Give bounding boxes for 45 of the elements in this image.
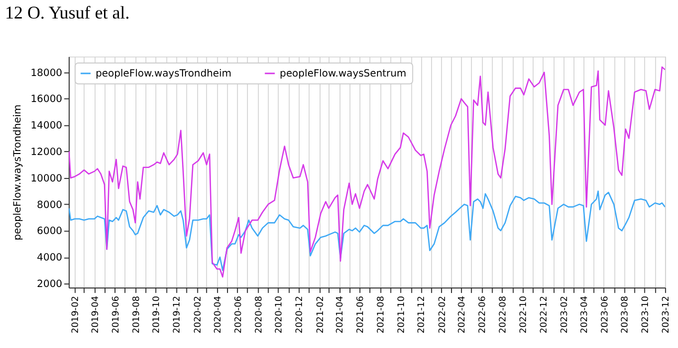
text: 12 O. Yusuf et al. bbox=[4, 2, 130, 23]
x-tick-label: 2021-08 bbox=[376, 296, 386, 334]
x-tick-label: 2023-02 bbox=[560, 296, 570, 334]
x-tick-label: 2021-04 bbox=[336, 296, 346, 334]
x-tick-label: 2022-12 bbox=[539, 296, 550, 334]
y-tick-label: 2000 bbox=[36, 278, 62, 290]
x-tick-label: 2023-06 bbox=[600, 296, 610, 334]
x-tick-label: 2019-02 bbox=[71, 296, 82, 334]
x-tick-label: 2021-10 bbox=[396, 296, 407, 334]
x-tick-label: 2022-10 bbox=[518, 296, 529, 334]
x-tick-label: 2019-08 bbox=[132, 296, 142, 334]
x-tick-label: 2019-06 bbox=[111, 296, 122, 334]
y-tick-label: 16000 bbox=[30, 94, 62, 106]
y-axis-title: peopleFlow.waysTrondheim bbox=[12, 104, 24, 240]
x-tick-label: 2023-04 bbox=[580, 296, 590, 334]
legend-label: peopleFlow.waysSentrum bbox=[280, 68, 406, 80]
x-tick-label: 2022-02 bbox=[438, 296, 448, 334]
x-tick-label: 2023-08 bbox=[620, 296, 631, 334]
x-tick-label: 2020-04 bbox=[213, 296, 224, 334]
y-tick-label: 6000 bbox=[36, 226, 62, 238]
y-tick-label: 4000 bbox=[36, 252, 62, 264]
line-series bbox=[68, 66, 666, 278]
x-tick-label: 2022-04 bbox=[458, 296, 468, 334]
y-tick-label: 12000 bbox=[30, 147, 62, 158]
x-tick-label: 2022-08 bbox=[498, 296, 509, 334]
x-tick-label: 2020-02 bbox=[193, 296, 204, 334]
x-tick-label: 2020-10 bbox=[274, 296, 285, 334]
x-tick-label: 2020-08 bbox=[254, 296, 264, 334]
y-tick-label: 18000 bbox=[30, 68, 62, 79]
x-tick-label: 2019-04 bbox=[90, 296, 101, 334]
x-tick-label: 2023-10 bbox=[641, 296, 652, 334]
x-tick-label: 2021-02 bbox=[316, 296, 326, 334]
x-tick-label: 2019-10 bbox=[152, 296, 162, 334]
x-tick-label: 2021-06 bbox=[356, 296, 366, 334]
y-tick-label: 8000 bbox=[36, 200, 62, 211]
x-tick-label: 2019-12 bbox=[172, 296, 183, 334]
x-tick-label: 2023-12 bbox=[662, 296, 672, 334]
x-tick-label: 2020-12 bbox=[295, 296, 306, 334]
legend-label: peopleFlow.waysTrondheim bbox=[96, 68, 232, 80]
x-tick-label: 2021-12 bbox=[417, 296, 428, 334]
x-tick-label: 2022-06 bbox=[478, 296, 488, 334]
y-tick-label: 10000 bbox=[30, 173, 62, 184]
line-series bbox=[68, 190, 666, 271]
y-tick-label: 14000 bbox=[30, 120, 62, 132]
x-tick-label: 2020-06 bbox=[234, 296, 244, 334]
